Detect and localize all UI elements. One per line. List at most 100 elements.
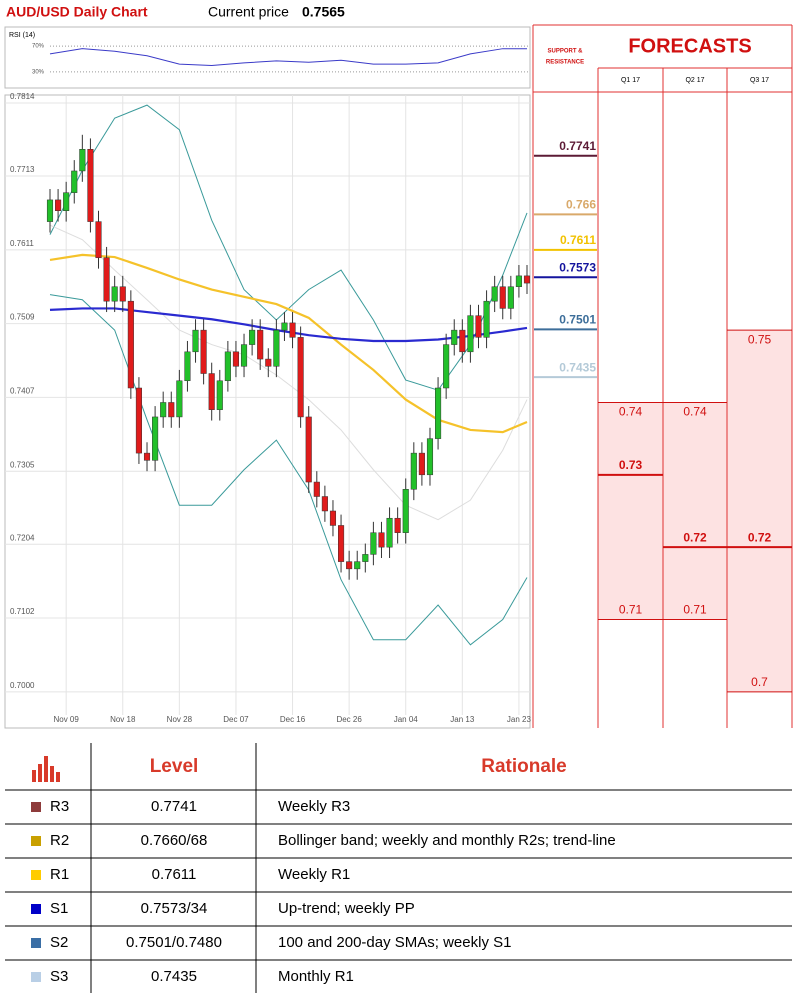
rsi-title: RSI (14) <box>9 32 35 39</box>
candle-body <box>443 344 450 389</box>
candle-body <box>459 329 466 353</box>
overlay-line <box>49 104 528 391</box>
candle-body <box>79 149 86 172</box>
sr-label: 0.7573 <box>559 260 596 274</box>
level-rationale: Up-trend; weekly PP <box>278 900 415 917</box>
x-tick-label: Nov 18 <box>110 715 136 724</box>
y-tick-label: 0.7611 <box>10 239 34 248</box>
forecast-title: FORECASTS <box>628 35 751 57</box>
candle-body <box>515 275 522 287</box>
candle-body <box>410 452 417 490</box>
level-code: R1 <box>50 866 69 883</box>
sr-label: 0.766 <box>566 198 596 212</box>
candle-body <box>362 554 369 562</box>
candle-body <box>232 351 239 367</box>
sr-title: SUPPORT & <box>547 49 583 55</box>
candle-body <box>95 221 102 259</box>
candle-body <box>111 286 118 302</box>
candle-body <box>354 561 361 570</box>
candle-body <box>184 351 191 382</box>
level-value: 0.7660/68 <box>141 832 208 849</box>
candle-body <box>451 329 458 345</box>
overlay-line <box>49 253 528 434</box>
level-code: R3 <box>50 798 69 815</box>
x-tick-label: Dec 16 <box>280 715 306 724</box>
level-rationale: Bollinger band; weekly and monthly R2s; … <box>278 832 616 849</box>
candle-body <box>273 329 280 367</box>
forecast-label: 0.73 <box>619 458 643 472</box>
candle-body <box>313 481 320 497</box>
candle-body <box>321 496 328 512</box>
candle-body <box>378 532 385 548</box>
quarter-label: Q3 17 <box>750 77 769 84</box>
x-tick-label: Jan 04 <box>394 715 419 724</box>
icon-bar <box>32 770 36 782</box>
y-tick-label: 0.7000 <box>10 681 35 690</box>
level-swatch <box>31 972 41 982</box>
candle-body <box>63 192 70 212</box>
candle-body <box>394 517 401 533</box>
level-swatch <box>31 836 41 846</box>
candle-body <box>200 329 207 374</box>
candle-body <box>249 329 256 345</box>
candle-body <box>240 344 248 367</box>
x-tick-label: Nov 28 <box>167 715 193 724</box>
candle-body <box>402 489 409 533</box>
x-tick-label: Dec 07 <box>223 715 249 724</box>
forecast-grid <box>532 24 793 728</box>
candle-body <box>426 438 434 476</box>
level-code: S1 <box>50 900 68 917</box>
table-icon <box>32 756 60 782</box>
forecast-range <box>598 402 663 620</box>
rsi-frame <box>4 26 531 89</box>
y-tick-label: 0.7814 <box>10 92 35 101</box>
rsi-tick-label: 70% <box>32 44 45 50</box>
price-frame <box>4 94 531 729</box>
candle-body <box>467 315 474 353</box>
forecast-label: 0.7 <box>751 675 768 689</box>
y-tick-label: 0.7102 <box>10 607 35 616</box>
forecast-label: 0.71 <box>683 603 707 617</box>
level-rationale: Weekly R1 <box>278 866 350 883</box>
candle-body <box>216 380 223 410</box>
x-tick-label: Dec 26 <box>336 715 362 724</box>
level-swatch <box>31 870 41 880</box>
candle-body <box>127 300 134 389</box>
candle-body <box>499 286 506 309</box>
candle-body <box>329 510 337 526</box>
forecast-label: 0.71 <box>619 603 643 617</box>
candle-body <box>305 416 312 483</box>
y-tick-label: 0.7204 <box>10 533 35 542</box>
table-header: Rationale <box>481 756 567 777</box>
quarter-label: Q1 17 <box>621 77 640 84</box>
candle-body <box>87 149 94 222</box>
candle-body <box>208 373 215 410</box>
sr-label: 0.7501 <box>559 313 596 327</box>
candle-body <box>103 257 110 302</box>
candle-body <box>176 380 183 418</box>
candle-body <box>523 275 531 284</box>
candle-body <box>152 416 159 461</box>
y-tick-label: 0.7509 <box>10 313 35 322</box>
candle-body <box>507 286 514 309</box>
level-swatch <box>31 802 41 812</box>
candle-body <box>224 351 231 382</box>
price-label: Current price <box>208 4 289 20</box>
candle-body <box>55 199 62 212</box>
y-tick-label: 0.7713 <box>10 165 35 174</box>
sr-label: 0.7741 <box>559 139 596 153</box>
rsi-line <box>49 48 527 66</box>
icon-bar <box>38 764 42 782</box>
y-tick-label: 0.7305 <box>10 460 35 469</box>
candle-body <box>281 322 288 331</box>
x-tick-label: Nov 09 <box>53 715 79 724</box>
candle-body <box>289 322 296 338</box>
candle-body <box>370 532 377 555</box>
candle-body <box>297 337 304 418</box>
level-code: S3 <box>50 968 68 985</box>
candle-body <box>475 315 482 338</box>
candle-body <box>143 452 151 461</box>
level-code: S2 <box>50 934 68 951</box>
level-rationale: 100 and 200-day SMAs; weekly S1 <box>278 934 511 951</box>
quarter-label: Q2 17 <box>685 77 704 84</box>
